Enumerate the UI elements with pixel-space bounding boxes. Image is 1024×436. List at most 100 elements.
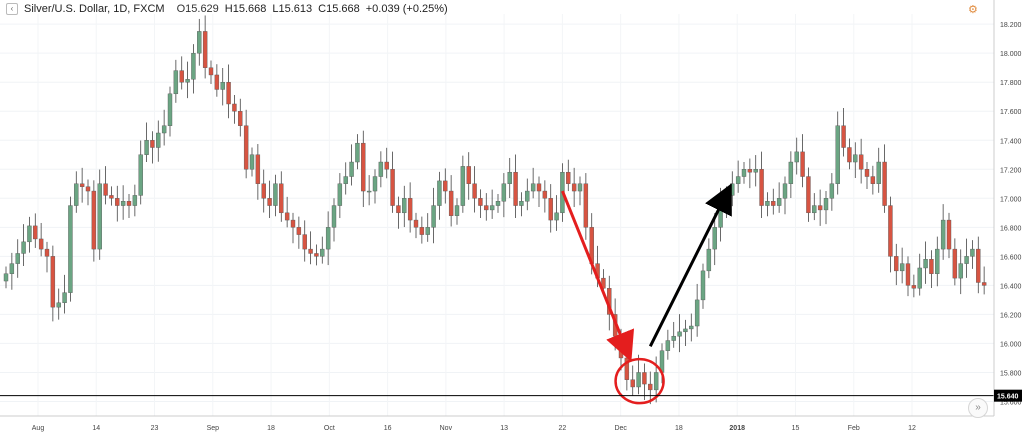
candle-body: [864, 169, 870, 177]
candle-body: [296, 227, 302, 235]
candle-up: [495, 193, 501, 213]
candle-up: [730, 171, 735, 207]
candle-up: [378, 151, 384, 188]
candle-body: [44, 248, 50, 257]
candle-body: [812, 205, 817, 214]
candle-body: [214, 74, 220, 90]
candle-body: [419, 227, 425, 235]
candle-body: [495, 201, 501, 206]
candle-body: [50, 256, 56, 308]
candle-body: [870, 176, 876, 184]
candle-up: [765, 192, 770, 217]
candle-up: [3, 266, 9, 289]
candle-body: [337, 183, 343, 206]
candle-up: [964, 238, 969, 278]
candle-body: [478, 198, 483, 206]
candle-down: [126, 193, 132, 219]
candle-body: [911, 285, 917, 289]
candle-body: [302, 234, 307, 250]
candle-body: [448, 190, 454, 216]
candle-up: [823, 191, 829, 225]
candle-up: [706, 238, 712, 279]
time-tick-label: 13: [500, 425, 508, 432]
price-axis[interactable]: 15.600 15.800 16.000 16.200 16.400 16.600 16.8…: [993, 0, 1022, 416]
candle-body: [882, 161, 887, 206]
gear-icon[interactable]: ⚙: [968, 4, 978, 16]
candle-body: [583, 183, 589, 228]
candle-body: [38, 238, 44, 250]
candle-body: [636, 372, 641, 388]
candle-body: [167, 93, 173, 126]
candle-down: [448, 175, 454, 227]
candle-body: [466, 166, 471, 184]
candle-body: [202, 31, 208, 68]
candle-body: [349, 161, 354, 177]
candle-body: [946, 219, 952, 250]
candle-body: [279, 183, 284, 214]
candle-up: [220, 67, 225, 106]
candle-body: [325, 227, 331, 250]
candle-body: [115, 198, 120, 206]
price-tick-label: 16.200: [1000, 312, 1022, 319]
ohlc-low: L15.613: [272, 3, 313, 15]
candle-up: [853, 142, 858, 178]
candle-up: [349, 144, 354, 186]
time-tick-label: Feb: [848, 425, 860, 432]
candle-down: [894, 243, 899, 286]
time-tick-label: 22: [559, 425, 567, 432]
candle-up: [343, 162, 348, 195]
double-chevron-right-icon[interactable]: »: [968, 398, 988, 418]
price-tick-label: 17.200: [1000, 167, 1022, 174]
candle-body: [601, 277, 606, 289]
candle-up: [249, 147, 255, 177]
candle-down: [38, 222, 44, 257]
candle-body: [74, 183, 79, 206]
candle-body: [513, 171, 518, 206]
candle-body: [507, 171, 512, 184]
candle-up: [636, 354, 641, 395]
symbol-title[interactable]: Silver/U.S. Dollar, 1D, FXCM: [24, 3, 165, 15]
candle-up: [923, 241, 928, 284]
price-tick-label: 15.600: [1000, 399, 1022, 406]
candle-body: [413, 219, 419, 228]
candle-body: [519, 201, 524, 206]
candle-body: [109, 195, 114, 199]
candle-up: [735, 160, 741, 193]
candle-body: [894, 256, 899, 272]
candle-body: [642, 372, 647, 385]
candle-body: [150, 140, 155, 148]
candle-down: [50, 245, 56, 322]
candle-body: [677, 331, 682, 337]
candle-up: [940, 204, 946, 260]
candle-body: [132, 195, 138, 206]
chevron-left-icon[interactable]: ‹: [6, 3, 18, 15]
candle-up: [320, 236, 325, 264]
candle-down: [267, 180, 272, 219]
candle-body: [402, 198, 407, 214]
price-tick-label: 16.000: [1000, 341, 1022, 348]
candle-body: [571, 183, 577, 192]
time-axis[interactable]: Aug 14 23 Sep 18 Oct 16 Nov 13 22 Dec 18 2018 15 Feb 12: [0, 415, 994, 432]
candle-down: [882, 144, 887, 213]
candle-body: [665, 340, 671, 351]
candle-body: [712, 227, 717, 250]
candle-down: [179, 56, 184, 90]
candle-body: [243, 125, 249, 170]
candle-up: [9, 252, 15, 290]
candle-body: [343, 176, 348, 184]
candle-down: [44, 241, 50, 273]
candle-body: [835, 125, 840, 184]
candle-down: [103, 166, 108, 205]
candle-down: [771, 188, 776, 215]
candle-body: [759, 169, 764, 206]
candle-down: [466, 152, 471, 200]
candle-body: [361, 142, 366, 192]
candle-body: [208, 67, 214, 76]
candle-up: [782, 176, 788, 215]
candle-body: [460, 166, 466, 206]
candle-body: [425, 227, 430, 235]
candle-up: [525, 178, 530, 211]
candle-body: [841, 125, 846, 148]
candle-up: [337, 173, 343, 219]
